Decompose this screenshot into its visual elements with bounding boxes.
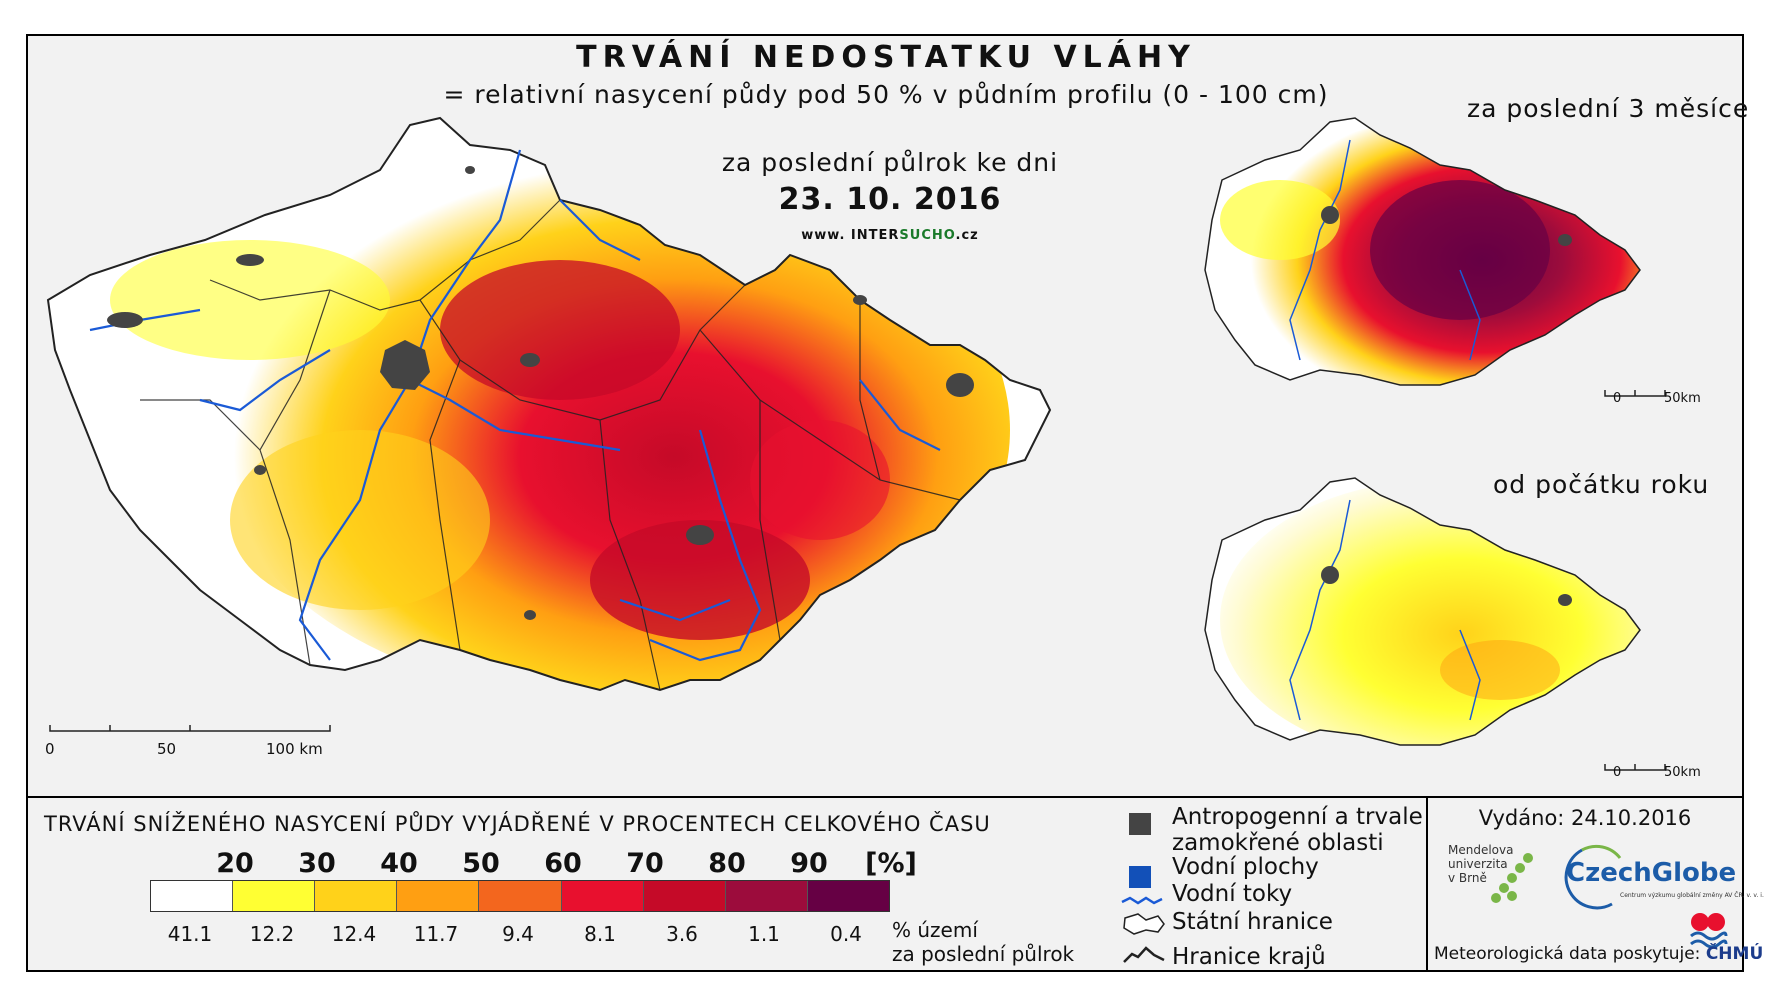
river-line-icon	[1121, 896, 1163, 905]
legend-divider	[26, 796, 1744, 798]
mendel-line1: Mendelova	[1448, 843, 1514, 857]
website-highlight: SUCHO	[899, 228, 956, 243]
legend-swatch	[643, 881, 726, 911]
legend-break: 60	[544, 848, 582, 879]
symbol-legend-icons	[1121, 813, 1165, 963]
legend-color-bar	[150, 880, 890, 912]
map-title: TRVÁNÍ NEDOSTATKU VLÁHY	[576, 40, 1196, 75]
legend-swatch	[315, 881, 398, 911]
legend-swatch	[807, 881, 889, 911]
website-suffix: .cz	[955, 228, 979, 243]
legend-anthropogenic-line2: zamokřené oblasti	[1172, 830, 1384, 856]
legend-area-note: % území za poslední půlrok	[892, 918, 1074, 966]
state-border-icon	[1123, 913, 1165, 935]
legend-swatch	[397, 881, 480, 911]
website-prefix: www. INTER	[801, 228, 900, 243]
legend-area-percent: 1.1	[748, 922, 780, 946]
legend-state-border: Státní hranice	[1172, 909, 1333, 935]
czechglobe-subtitle: Centrum výzkumu globální změny AV ČR, v.…	[1620, 892, 1764, 899]
main-scale-100: 100 km	[266, 740, 323, 758]
legend-anthropogenic-line1: Antropogenní a trvale	[1172, 804, 1423, 830]
legend-area-percent: 11.7	[413, 922, 459, 946]
issued-date: Vydáno: 24.10.2016	[1478, 806, 1692, 830]
legend-swatch	[151, 881, 234, 911]
inset1-scale-0: 0	[1613, 391, 1622, 406]
legend-break: 40	[380, 848, 418, 879]
mendel-dots-icon	[1491, 853, 1533, 903]
legend-area-percent: 12.4	[331, 922, 377, 946]
legend-area-percent: 41.1	[167, 922, 213, 946]
legend-rivers: Vodní toky	[1172, 881, 1293, 907]
main-scale-0: 0	[45, 740, 55, 758]
legend-area-note-line2: za poslední půlrok	[892, 942, 1075, 966]
main-scale-50: 50	[157, 740, 177, 758]
legend-area-percent: 8.1	[584, 922, 616, 946]
legend-break-unit: [%]	[865, 848, 917, 879]
czechglobe-swoosh-icon	[1564, 844, 1622, 910]
legend-break: 50	[462, 848, 500, 879]
legend-area-percent: 12.2	[249, 922, 295, 946]
legend-break: 80	[708, 848, 746, 879]
inset-title-year-start: od počátku roku	[1493, 470, 1710, 499]
anthropogenic-swatch-icon	[1129, 813, 1151, 835]
period-label: za poslední půlrok ke dni	[721, 148, 1059, 177]
inset2-scale-50: 50km	[1664, 765, 1701, 780]
mendel-university-logo: Mendelova univerzita v Brně	[1448, 843, 1513, 885]
inset1-scale-50: 50km	[1664, 391, 1701, 406]
website-link[interactable]: www. INTERSUCHO.cz	[690, 228, 1090, 243]
meteorological-source: Meteorologická data poskytuje: ČHMÚ	[1434, 944, 1763, 964]
legend-break: 90	[790, 848, 828, 879]
legend-area-note-line1: % území	[892, 918, 978, 942]
legend-swatch	[479, 881, 562, 911]
legend-swatch	[233, 881, 316, 911]
inset-title-3-months: za poslední 3 měsíce	[1467, 94, 1750, 123]
legend-area-percent: 9.4	[502, 922, 534, 946]
legend-break: 70	[626, 848, 664, 879]
water-body-swatch-icon	[1129, 866, 1151, 888]
legend-area-percent: 3.6	[666, 922, 698, 946]
chmu-logo-icon	[1690, 913, 1728, 949]
legend-vertical-divider	[1426, 796, 1428, 972]
met-source-prefix: Meteorologická data poskytuje:	[1434, 944, 1701, 964]
met-source-org: ČHMÚ	[1705, 944, 1764, 964]
czechglobe-logo: CzechGlobe	[1566, 858, 1737, 888]
legend-area-percent: 0.4	[830, 922, 862, 946]
legend-regional-border: Hranice krajů	[1172, 944, 1326, 970]
inset2-scale-0: 0	[1613, 765, 1622, 780]
legend-water-bodies: Vodní plochy	[1172, 854, 1319, 880]
map-subtitle: = relativní nasycení půdy pod 50 % v půd…	[443, 80, 1329, 109]
mendel-line2: univerzita	[1448, 857, 1508, 871]
legend-break: 30	[298, 848, 336, 879]
legend-swatch	[561, 881, 644, 911]
legend-break: 20	[216, 848, 254, 879]
mendel-line3: v Brně	[1448, 871, 1487, 885]
legend-swatch	[725, 881, 808, 911]
regional-border-icon	[1123, 946, 1165, 963]
legend-anthropogenic: Antropogenní a trvale zamokřené oblasti	[1172, 804, 1423, 856]
map-date: 23. 10. 2016	[778, 182, 1002, 217]
legend-title: TRVÁNÍ SNÍŽENÉHO NASYCENÍ PŮDY VYJÁDŘENÉ…	[44, 812, 991, 836]
